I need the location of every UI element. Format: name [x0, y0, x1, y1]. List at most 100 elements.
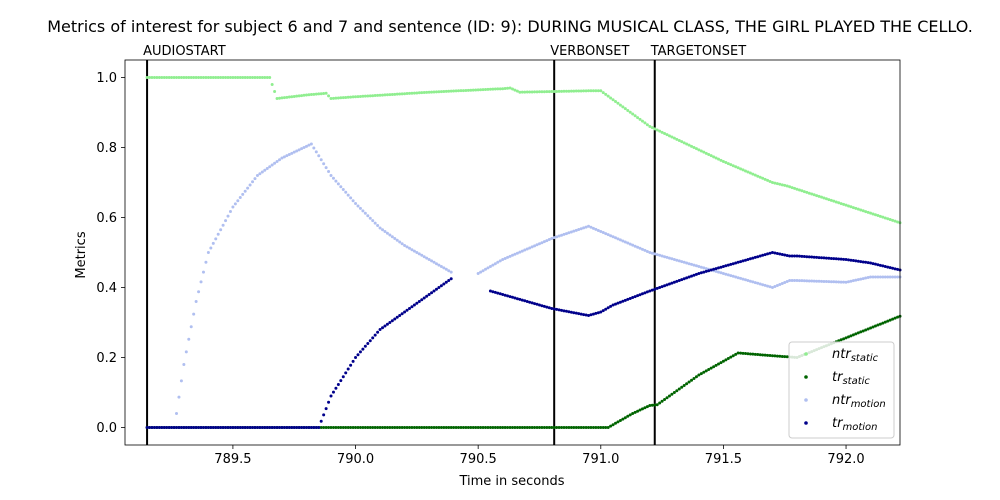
data-point: [690, 262, 694, 266]
data-point: [194, 300, 198, 303]
data-point: [569, 426, 573, 429]
data-point: [778, 354, 782, 358]
data-point: [572, 89, 576, 93]
data-point: [150, 426, 154, 429]
data-point: [471, 426, 475, 429]
data-point: [498, 259, 502, 263]
data-point: [354, 356, 358, 359]
data-point: [883, 275, 887, 279]
data-point: [452, 426, 456, 429]
data-point: [319, 92, 323, 96]
data-point: [864, 260, 868, 264]
data-point: [486, 266, 490, 270]
data-point: [400, 92, 404, 96]
data-point: [341, 375, 345, 379]
data-point: [278, 426, 282, 429]
data-point: [263, 168, 267, 172]
data-point: [802, 255, 806, 259]
data-point: [530, 90, 534, 94]
data-point: [793, 186, 797, 190]
data-point: [162, 426, 166, 429]
data-point: [594, 426, 598, 429]
data-point: [761, 283, 765, 287]
data-point: [422, 91, 426, 94]
data-point: [226, 214, 230, 218]
data-point: [763, 283, 767, 287]
data-point: [317, 154, 321, 158]
data-point: [667, 394, 671, 398]
data-point: [680, 140, 684, 144]
data-point: [407, 426, 411, 429]
data-point: [246, 426, 250, 429]
data-point: [439, 284, 443, 288]
data-point: [783, 183, 787, 187]
data-point: [204, 260, 208, 264]
data-point: [643, 248, 647, 252]
plot-frame: [124, 59, 901, 446]
data-point: [295, 426, 299, 429]
data-point: [518, 297, 522, 301]
data-point: [175, 76, 178, 79]
data-point: [655, 286, 659, 290]
data-point: [699, 265, 703, 269]
data-point: [434, 426, 438, 429]
data-point: [697, 148, 701, 152]
data-point: [385, 322, 389, 326]
data-point: [442, 426, 446, 429]
data-point: [484, 88, 488, 92]
data-point: [292, 426, 296, 429]
data-point: [319, 426, 323, 429]
data-point: [258, 76, 262, 79]
data-point: [498, 426, 502, 429]
data-point: [866, 261, 870, 265]
data-point: [422, 426, 426, 429]
data-point: [650, 251, 654, 255]
data-point: [729, 163, 733, 167]
data-point: [839, 280, 843, 284]
data-point: [766, 178, 770, 182]
data-point: [515, 251, 519, 255]
data-point: [187, 337, 191, 341]
data-point: [758, 353, 762, 357]
data-point: [601, 231, 605, 235]
data-point: [275, 160, 279, 163]
data-point: [891, 218, 895, 222]
data-point: [496, 260, 500, 264]
data-point: [280, 156, 284, 160]
data-point: [530, 245, 534, 249]
data-point: [201, 270, 205, 274]
data-point: [714, 156, 718, 160]
data-point: [344, 190, 348, 194]
data-point: [535, 302, 539, 306]
data-point: [148, 426, 152, 429]
data-point: [403, 92, 407, 96]
data-point: [709, 154, 713, 158]
data-point: [493, 262, 497, 266]
data-point: [449, 270, 453, 274]
data-point: [194, 426, 198, 429]
data-point: [356, 95, 360, 99]
data-point: [709, 366, 713, 370]
event-label: VERBONSET: [550, 44, 629, 59]
data-point: [420, 426, 424, 429]
data-point: [709, 268, 713, 272]
data-point: [714, 269, 718, 273]
data-point: [751, 256, 755, 260]
data-point: [334, 386, 338, 390]
data-point: [878, 214, 882, 218]
data-point: [197, 290, 201, 294]
data-point: [724, 161, 728, 165]
data-point: [469, 88, 473, 92]
data-point: [628, 242, 632, 246]
data-point: [322, 162, 326, 166]
data-point: [403, 310, 407, 314]
data-point: [481, 269, 485, 273]
data-point: [442, 266, 446, 270]
data-point: [626, 297, 630, 301]
data-point: [501, 258, 505, 261]
data-point: [329, 426, 333, 429]
data-point: [604, 232, 608, 236]
data-point: [410, 248, 414, 252]
data-point: [778, 252, 782, 256]
data-point: [753, 173, 757, 177]
